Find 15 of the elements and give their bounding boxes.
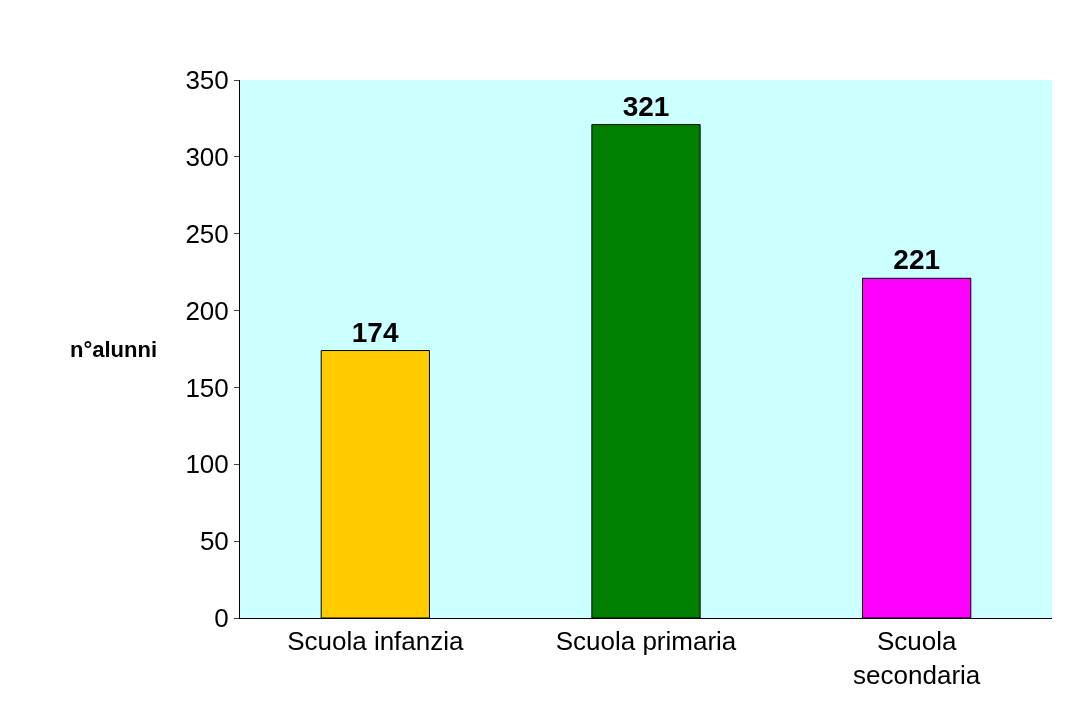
y-tick-label: 300: [185, 141, 229, 172]
y-tick-label: 0: [214, 603, 229, 634]
y-tick-label: 100: [185, 449, 229, 480]
y-tick-label: 50: [199, 526, 229, 557]
y-tick-label: 200: [185, 295, 229, 326]
y-tick-label: 350: [185, 65, 229, 96]
y-tick-label: 150: [185, 372, 229, 403]
x-tick-label: Scuola secondaria: [853, 626, 981, 690]
data-label: 174: [351, 316, 399, 348]
y-tick-label: 250: [185, 218, 229, 249]
x-tick-label: Scuola infanzia: [287, 626, 465, 657]
y-axis-title: n°alunni: [70, 337, 158, 362]
x-tick-label: Scuola primaria: [555, 626, 737, 657]
data-label: 321: [622, 90, 670, 122]
data-label: 221: [893, 244, 941, 276]
